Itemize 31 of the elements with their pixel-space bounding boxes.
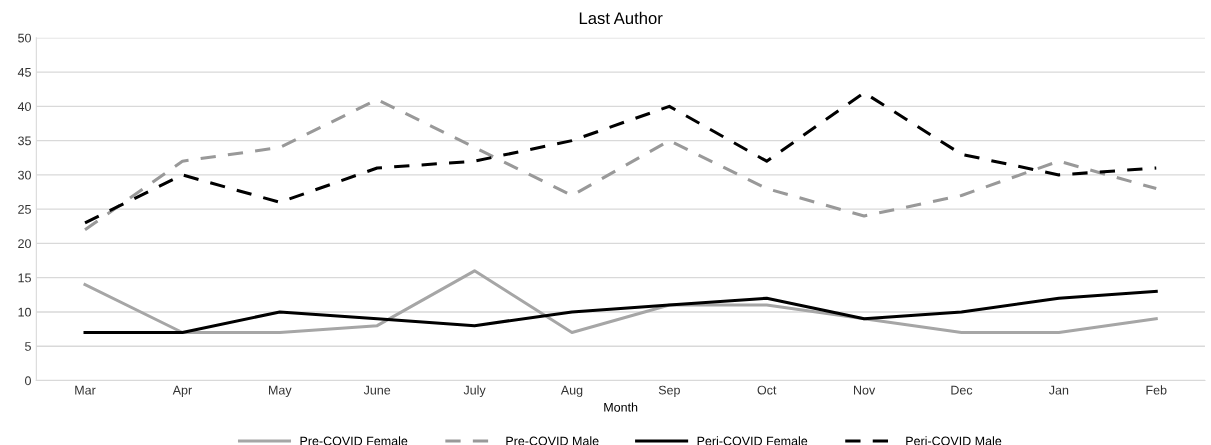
x-tick-label: Feb	[1146, 385, 1167, 395]
y-tick-label: 35	[18, 136, 31, 146]
y-tick-label: 10	[18, 307, 31, 317]
x-tick-label: Sep	[658, 385, 680, 397]
x-tick-label: Apr	[172, 385, 192, 397]
y-tick-label: 25	[18, 204, 31, 214]
y-tick-label: 20	[18, 239, 31, 249]
y-tick-label: 30	[18, 170, 31, 180]
y-tick-label: 40	[17, 102, 31, 112]
x-tick-label: Dec	[951, 385, 973, 395]
x-tick-label: Nov	[854, 385, 876, 395]
y-tick-label: 15	[18, 273, 31, 283]
x-tick-label: July	[463, 385, 486, 397]
line-series	[83, 289, 1158, 335]
legend-label: Pre-COVID Male	[506, 436, 599, 445]
x-tick-label: Oct	[757, 385, 777, 395]
x-tick-label: Aug	[560, 385, 583, 397]
y-tick-label: 0	[25, 376, 31, 386]
legend-label: Peri-COVID Female	[697, 436, 808, 445]
x-tick-label: Mar	[75, 385, 96, 395]
y-tick-label: 5	[25, 342, 31, 351]
legend-label: Peri-COVID Male	[906, 436, 1002, 445]
x-tick-label: Jan	[1048, 385, 1069, 395]
x-axis-title: Month	[604, 402, 638, 412]
x-tick-label: June	[363, 385, 391, 395]
line-series	[83, 269, 1158, 335]
y-tick-label: 50	[18, 33, 31, 43]
x-tick-label: May	[269, 385, 292, 397]
chart-title: Last Author	[579, 11, 663, 25]
y-tick-label: 45	[17, 68, 31, 77]
legend-label: Pre-COVID Female	[300, 436, 408, 445]
